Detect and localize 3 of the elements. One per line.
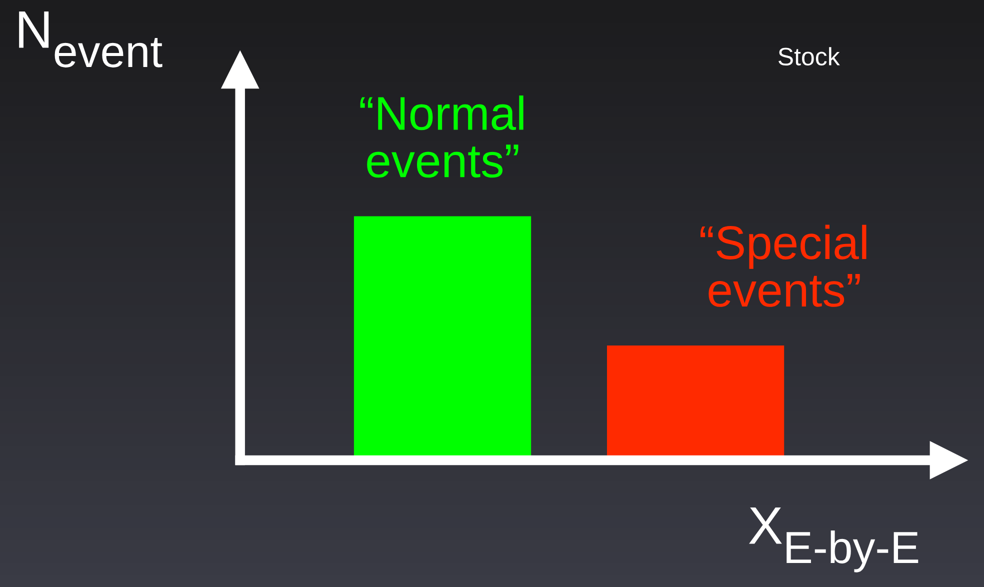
text: “Normal events” bbox=[360, 95, 524, 178]
text: Stock bbox=[778, 47, 840, 66]
annotation: “Special events” bbox=[700, 224, 866, 307]
